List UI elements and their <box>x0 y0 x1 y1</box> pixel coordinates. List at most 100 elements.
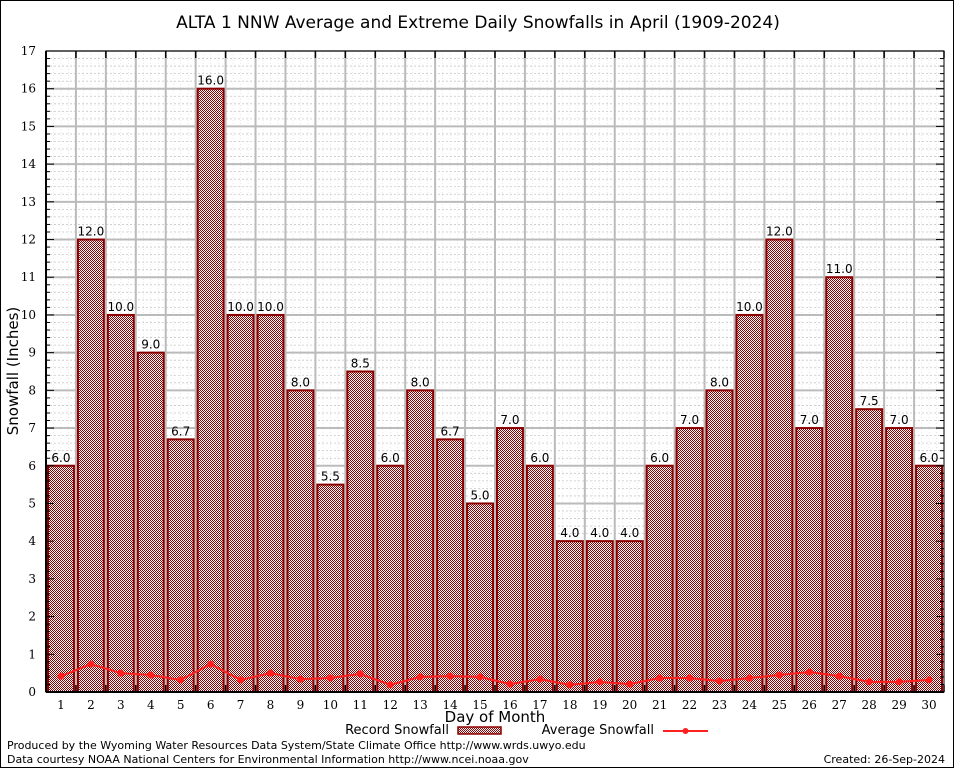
x-tick-label: 11 <box>353 698 368 712</box>
bar-label-day-26: 7.0 <box>800 413 819 427</box>
bar-day-7 <box>226 313 255 693</box>
y-tick-label: 15 <box>21 119 36 133</box>
bar-day-27 <box>825 276 854 693</box>
x-tick-label: 27 <box>832 698 847 712</box>
bar-label-day-23: 8.0 <box>710 375 729 389</box>
average-point-day-1 <box>57 672 65 680</box>
x-tick-label: 21 <box>652 698 667 712</box>
bar-day-13 <box>406 389 435 693</box>
x-tick-label: 13 <box>413 698 428 712</box>
y-tick-label: 1 <box>28 647 36 661</box>
y-tick-label: 2 <box>28 610 36 624</box>
bar-label-day-27: 11.0 <box>826 262 853 276</box>
y-tick-label: 9 <box>28 346 36 360</box>
y-tick-label: 4 <box>28 534 36 548</box>
y-tick-label: 6 <box>28 459 36 473</box>
average-point-day-23 <box>716 677 723 685</box>
bar-day-21 <box>645 464 674 693</box>
legend-average-marker <box>682 728 689 734</box>
bar-label-day-1: 6.0 <box>51 451 70 465</box>
x-tick-label: 7 <box>237 698 245 712</box>
y-tick-label: 12 <box>21 233 36 247</box>
average-point-day-3 <box>117 669 125 677</box>
y-tick-label: 10 <box>21 308 36 322</box>
bar-label-day-25: 12.0 <box>766 225 793 239</box>
average-point-day-24 <box>745 674 753 682</box>
chart-title: ALTA 1 NNW Average and Extreme Daily Sno… <box>176 13 780 33</box>
bar-label-day-11: 8.5 <box>351 357 370 371</box>
y-tick-label: 14 <box>21 157 37 171</box>
y-tick-label: 5 <box>28 496 36 510</box>
bar-label-day-9: 8.0 <box>291 375 310 389</box>
bar-label-day-3: 10.0 <box>107 300 134 314</box>
bar-label-day-21: 6.0 <box>650 451 669 465</box>
y-tick-label: 16 <box>21 82 36 96</box>
bar-day-6 <box>196 87 225 694</box>
bar-day-14 <box>436 438 465 693</box>
bar-label-day-16: 7.0 <box>500 413 519 427</box>
x-tick-label: 9 <box>297 698 305 712</box>
y-tick-label: 8 <box>28 383 36 397</box>
y-tick-label: 7 <box>28 421 36 435</box>
average-point-day-14 <box>446 672 454 680</box>
y-tick-label: 0 <box>28 685 36 699</box>
average-point-day-15 <box>476 673 484 681</box>
bar-day-15 <box>466 502 495 693</box>
average-point-day-22 <box>686 674 694 682</box>
average-point-day-19 <box>596 678 604 686</box>
bar-day-9 <box>286 389 315 693</box>
grid <box>46 50 944 693</box>
y-axis-label: Snowfall (Inches) <box>4 307 22 435</box>
bar-label-day-14: 6.7 <box>441 424 460 438</box>
x-tick-label: 20 <box>622 698 637 712</box>
bar-day-29 <box>885 427 914 693</box>
x-tick-label: 29 <box>891 698 906 712</box>
footer-data-courtesy: Data courtesy NOAA National Centers for … <box>7 753 529 766</box>
bar-day-12 <box>376 464 405 693</box>
average-snowfall-line <box>60 662 930 686</box>
bar-day-16 <box>496 427 524 693</box>
average-point-day-6 <box>207 660 215 668</box>
bar-label-day-13: 8.0 <box>411 375 430 389</box>
legend-record-label: Record Snowfall <box>345 723 449 738</box>
bar-day-18 <box>555 540 584 693</box>
x-tick-label: 30 <box>921 698 936 712</box>
y-tick-label: 13 <box>21 195 36 209</box>
average-point-day-2 <box>87 660 95 668</box>
x-tick-label: 4 <box>147 698 155 712</box>
bar-day-8 <box>256 313 285 693</box>
bar-day-11 <box>346 370 375 693</box>
bar-label-day-20: 4.0 <box>620 526 639 540</box>
y-tick-label: 3 <box>28 572 36 586</box>
x-tick-label: 23 <box>712 698 727 712</box>
bar-day-17 <box>525 464 554 693</box>
x-tick-label: 3 <box>117 698 125 712</box>
y-tick-label: 11 <box>21 270 36 284</box>
average-point-day-17 <box>536 675 544 683</box>
legend-record-swatch <box>457 726 502 735</box>
x-tick-label: 6 <box>207 698 215 712</box>
bar-label-day-12: 6.0 <box>381 451 400 465</box>
bar-day-25 <box>765 238 794 693</box>
bar-day-24 <box>735 313 764 693</box>
x-tick-label: 18 <box>562 698 577 712</box>
average-point-day-13 <box>416 673 424 681</box>
x-tick-label: 5 <box>177 698 185 712</box>
bar-label-day-17: 6.0 <box>530 451 549 465</box>
x-tick-label: 26 <box>802 698 817 712</box>
x-tick-label: 25 <box>772 698 787 712</box>
bar-day-10 <box>316 483 345 693</box>
average-point-day-5 <box>177 676 185 684</box>
x-tick-label: 2 <box>87 698 95 712</box>
average-point-day-16 <box>506 680 514 688</box>
legend-average-label: Average Snowfall <box>542 723 654 738</box>
average-point-day-20 <box>626 680 634 688</box>
bar-label-day-30: 6.0 <box>919 451 938 465</box>
bar-label-day-19: 4.0 <box>590 526 609 540</box>
bar-label-day-8: 10.0 <box>257 300 284 314</box>
average-point-day-27 <box>835 672 843 680</box>
average-point-day-29 <box>895 678 903 686</box>
